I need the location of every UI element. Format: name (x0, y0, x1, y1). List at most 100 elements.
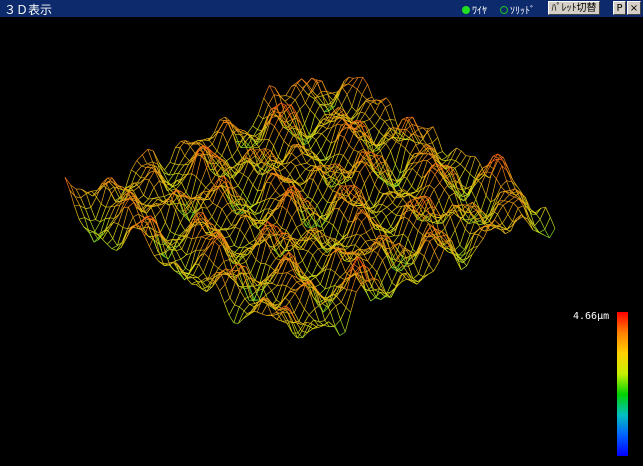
wire-segment (286, 96, 291, 97)
wire-segment (362, 216, 368, 222)
wire-segment (335, 273, 340, 278)
wire-segment (325, 114, 331, 115)
wire-segment (307, 270, 312, 275)
wire-segment (412, 173, 418, 186)
wire-segment (478, 239, 484, 247)
wire-segment (272, 215, 277, 223)
wire-segment (217, 151, 222, 156)
wire-segment (306, 169, 311, 171)
wire-segment (307, 157, 313, 163)
wire-segment (306, 78, 312, 84)
wire-segment (304, 309, 309, 315)
wire-segment (194, 256, 200, 264)
wire-segment (148, 236, 153, 237)
wire-segment (192, 284, 197, 285)
close-button[interactable]: × (627, 1, 641, 15)
wire-segment (518, 206, 524, 208)
wire-segment (451, 160, 456, 161)
wire-segment (409, 220, 414, 226)
wire-radio[interactable]: ﾜｲﾔ (462, 2, 487, 17)
wire-segment (342, 87, 347, 94)
wire-segment (231, 215, 237, 226)
wire-segment (317, 81, 322, 83)
wire-segment (192, 281, 198, 284)
wire-segment (304, 324, 309, 326)
wire-segment (357, 77, 363, 89)
wire-segment (397, 274, 403, 287)
wire-segment (385, 120, 391, 122)
wire-segment (535, 213, 540, 220)
wire-segment (215, 282, 220, 291)
wire-segment (290, 290, 296, 291)
wire-segment (217, 209, 223, 224)
wire-segment (234, 307, 240, 323)
solid-radio[interactable]: ｿﾘｯﾄﾞ (500, 2, 535, 17)
wire-segment (248, 286, 254, 301)
wire-segment (355, 245, 360, 249)
wire-segment (290, 292, 295, 293)
wire-segment (206, 238, 211, 239)
wire-segment (276, 285, 282, 300)
wire-segment (413, 225, 418, 231)
wire-segment (295, 100, 300, 109)
wire-segment (300, 285, 306, 301)
wire-segment (391, 151, 396, 165)
wire-segment (285, 298, 290, 302)
wire-segment (344, 137, 349, 145)
wire-segment (508, 203, 514, 214)
wire-segment (185, 147, 191, 156)
wire-segment (281, 286, 287, 303)
wire-segment (479, 235, 484, 239)
wire-segment (457, 205, 463, 206)
wire-segment (550, 229, 556, 238)
wire-segment (307, 163, 312, 166)
wire-segment (275, 196, 281, 199)
wire-segment (227, 211, 233, 217)
wire-segment (296, 79, 302, 85)
wire-segment (309, 179, 314, 180)
wire-segment (281, 183, 286, 192)
wire-segment (153, 198, 158, 199)
wire-segment (251, 156, 256, 160)
wire-segment (352, 290, 357, 292)
wire-segment (145, 179, 150, 180)
wire-segment (468, 248, 474, 259)
wire-segment (370, 174, 375, 185)
wire-segment (408, 238, 413, 249)
wire-segment (375, 289, 380, 290)
wire-segment (227, 133, 233, 144)
wire-segment (249, 243, 254, 245)
wire-segment (354, 139, 360, 150)
wire-segment (450, 217, 455, 230)
wire-segment (382, 204, 387, 207)
palette-button[interactable]: ﾊﾟﾚｯﾄ切替 (548, 1, 600, 15)
wire-segment (430, 185, 435, 189)
wire-segment (203, 258, 209, 273)
wire-segment (406, 149, 411, 155)
wire-segment (545, 217, 551, 229)
wire-segment (474, 229, 480, 235)
wire-segment (283, 273, 288, 274)
p-button[interactable]: P (613, 1, 626, 15)
wire-segment (170, 231, 175, 234)
wire-segment (227, 157, 233, 161)
wire-segment (131, 170, 136, 173)
wire-segment (286, 87, 292, 96)
wire-segment (186, 174, 192, 193)
wire-segment (460, 156, 466, 165)
wire-segment (385, 121, 390, 127)
wire-segment (285, 292, 291, 298)
wire-segment (347, 86, 353, 95)
radio-dot (462, 6, 470, 14)
wire-segment (348, 150, 354, 162)
wire-segment (309, 315, 314, 320)
wire-segment (312, 264, 318, 275)
wire-segment (362, 95, 367, 100)
wire-segment (274, 95, 279, 113)
wire-segment (449, 193, 455, 197)
wire-segment (341, 290, 347, 302)
wire-segment (425, 148, 430, 154)
wire-segment (109, 187, 114, 190)
wire-segment (247, 126, 253, 134)
wire-segment (323, 94, 328, 96)
